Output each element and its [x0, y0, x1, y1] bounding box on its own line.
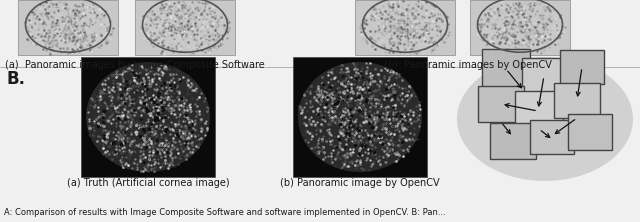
Bar [478, 86, 524, 122]
Text: (b)  Panoramic images by OpenCV: (b) Panoramic images by OpenCV [384, 60, 552, 70]
Bar [482, 49, 530, 87]
Bar [81, 57, 215, 177]
Bar [470, 0, 570, 55]
Bar [293, 57, 427, 177]
Bar [18, 0, 118, 55]
Ellipse shape [457, 57, 633, 181]
Bar [560, 50, 604, 84]
Bar [522, 58, 566, 94]
Bar [490, 123, 536, 159]
Ellipse shape [86, 62, 210, 172]
Text: (b) Panoramic image by OpenCV: (b) Panoramic image by OpenCV [280, 178, 440, 188]
Bar [515, 91, 563, 129]
Bar [355, 0, 455, 55]
Bar [530, 120, 574, 154]
Bar [135, 0, 235, 55]
Text: (a)  Panoramic images by Image Composite Software: (a) Panoramic images by Image Composite … [5, 60, 265, 70]
Bar [568, 114, 612, 150]
Text: (a) Truth (Artificial cornea image): (a) Truth (Artificial cornea image) [67, 178, 229, 188]
Text: B.: B. [6, 70, 25, 88]
Bar [554, 83, 600, 118]
Ellipse shape [298, 62, 422, 172]
Text: A: Comparison of results with Image Composite Software and software implemented : A: Comparison of results with Image Comp… [4, 208, 445, 217]
